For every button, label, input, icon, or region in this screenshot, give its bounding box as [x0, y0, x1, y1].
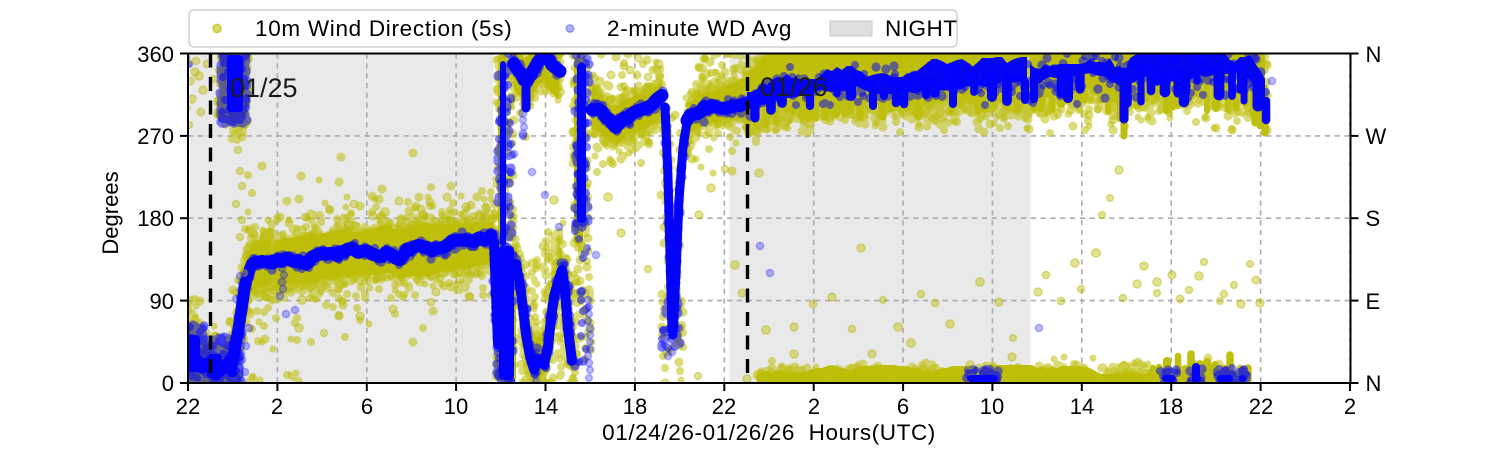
svg-text:01/26: 01/26	[760, 72, 828, 102]
svg-text:NIGHT: NIGHT	[885, 16, 958, 41]
svg-text:2-minute WD Avg: 2-minute WD Avg	[607, 16, 792, 41]
svg-text:N: N	[1366, 42, 1382, 67]
svg-text:180: 180	[137, 206, 174, 231]
svg-text:10m Wind Direction (5s): 10m Wind Direction (5s)	[255, 16, 512, 41]
svg-text:14: 14	[1070, 394, 1094, 419]
svg-text:E: E	[1366, 289, 1381, 314]
svg-text:270: 270	[137, 124, 174, 149]
svg-text:0: 0	[162, 371, 174, 396]
svg-text:18: 18	[1159, 394, 1183, 419]
svg-text:22: 22	[1249, 394, 1273, 419]
svg-text:6: 6	[361, 394, 373, 419]
svg-text:01/24/26-01/26/26 Hours(UTC): 01/24/26-01/26/26 Hours(UTC)	[602, 420, 936, 445]
svg-text:01/25: 01/25	[230, 73, 298, 103]
svg-text:14: 14	[534, 394, 558, 419]
svg-text:S: S	[1366, 206, 1381, 231]
svg-text:N: N	[1366, 371, 1382, 396]
svg-text:2: 2	[808, 394, 820, 419]
svg-text:Degrees: Degrees	[98, 171, 123, 254]
svg-text:22: 22	[176, 394, 200, 419]
svg-text:18: 18	[623, 394, 647, 419]
svg-text:W: W	[1366, 124, 1387, 149]
svg-text:2: 2	[1344, 394, 1356, 419]
svg-text:2: 2	[271, 394, 283, 419]
svg-text:360: 360	[137, 42, 174, 67]
svg-text:6: 6	[897, 394, 909, 419]
svg-text:90: 90	[150, 289, 174, 314]
svg-text:22: 22	[712, 394, 736, 419]
svg-text:10: 10	[980, 394, 1004, 419]
svg-text:10: 10	[444, 394, 468, 419]
